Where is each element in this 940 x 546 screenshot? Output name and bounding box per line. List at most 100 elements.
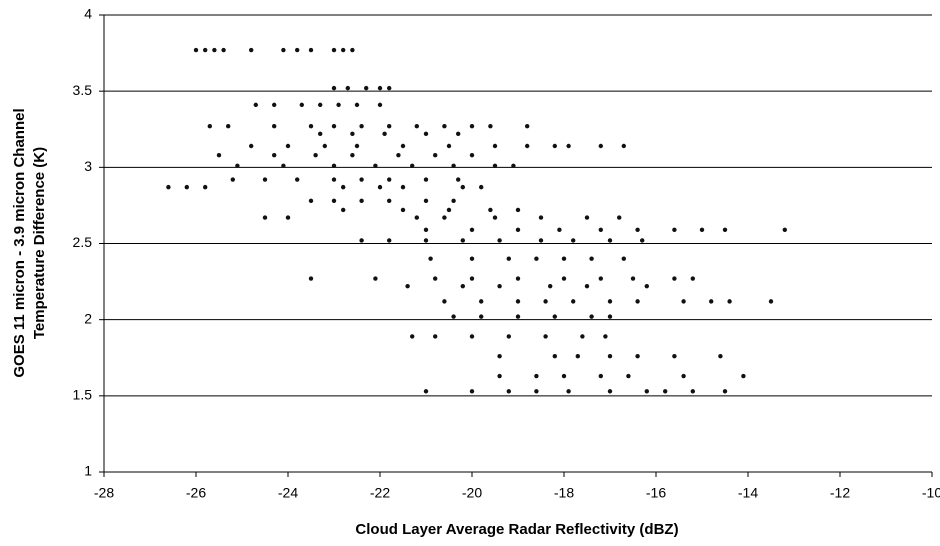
point — [580, 334, 585, 339]
point — [525, 124, 530, 129]
point — [262, 215, 268, 220]
point — [423, 389, 429, 394]
point — [364, 85, 369, 91]
x-tick-label: -16 — [646, 485, 666, 501]
point — [331, 198, 337, 204]
point — [460, 283, 465, 289]
point — [451, 163, 456, 169]
point — [557, 227, 562, 232]
point — [345, 85, 350, 91]
x-axis-label: Cloud Layer Average Radar Reflectivity (… — [355, 521, 678, 538]
point — [566, 143, 571, 149]
point — [681, 299, 686, 304]
point — [410, 163, 415, 169]
point — [479, 314, 484, 319]
point — [672, 276, 677, 281]
y-axis-label: GOES 11 micron - 3.9 micron Channel — [11, 108, 28, 377]
point — [722, 389, 728, 394]
point — [373, 276, 378, 281]
y-tick-label: 1 — [84, 463, 92, 479]
point — [598, 373, 603, 379]
point — [603, 334, 608, 339]
point — [460, 238, 465, 243]
point — [193, 47, 199, 53]
point — [543, 334, 548, 339]
point — [768, 299, 774, 304]
point — [203, 184, 208, 190]
point — [423, 198, 429, 204]
point — [621, 143, 626, 149]
point — [230, 177, 235, 182]
point — [354, 102, 360, 108]
point — [272, 102, 277, 108]
point — [226, 124, 231, 129]
point — [488, 124, 493, 129]
point — [414, 124, 419, 129]
point — [515, 276, 521, 281]
point — [525, 143, 530, 149]
point — [782, 227, 787, 232]
point — [511, 163, 516, 169]
point — [359, 177, 364, 182]
point — [308, 124, 314, 129]
point — [377, 102, 383, 108]
point — [221, 47, 226, 53]
point — [281, 47, 286, 53]
point — [451, 314, 456, 319]
point — [635, 354, 640, 359]
point — [387, 85, 392, 91]
point — [359, 124, 364, 129]
point — [318, 102, 323, 108]
point — [377, 184, 383, 190]
point — [308, 198, 314, 204]
point — [331, 47, 337, 53]
point — [635, 299, 640, 304]
point — [446, 207, 452, 213]
point — [566, 389, 571, 394]
point — [350, 47, 355, 53]
x-tick-label: -26 — [186, 485, 206, 501]
point — [249, 47, 254, 53]
point — [428, 256, 433, 261]
x-tick-label: -24 — [278, 485, 298, 501]
point — [534, 256, 539, 261]
x-tick-label: -28 — [94, 485, 114, 501]
point — [589, 314, 594, 319]
point — [318, 131, 323, 137]
point — [341, 47, 346, 53]
point — [456, 131, 461, 137]
y-tick-label: 3 — [84, 158, 92, 174]
point — [515, 207, 521, 213]
point — [690, 276, 695, 281]
point — [249, 143, 254, 149]
point — [272, 152, 277, 158]
point — [281, 163, 286, 169]
point — [212, 47, 217, 53]
point — [359, 198, 364, 204]
point — [469, 389, 475, 394]
point — [377, 85, 383, 91]
point — [663, 389, 668, 394]
point — [497, 283, 502, 289]
point — [589, 256, 594, 261]
point — [285, 215, 291, 220]
point — [336, 102, 341, 108]
point — [598, 227, 603, 232]
point — [672, 227, 677, 232]
point — [235, 163, 240, 169]
point — [387, 177, 392, 182]
point — [607, 389, 613, 394]
point — [373, 163, 378, 169]
point — [561, 276, 567, 281]
point — [341, 207, 346, 213]
point — [497, 373, 502, 379]
point — [506, 334, 511, 339]
point — [442, 215, 447, 220]
point — [400, 207, 406, 213]
point — [331, 85, 337, 91]
point — [253, 102, 258, 108]
point — [635, 227, 640, 232]
point — [538, 238, 544, 243]
y-tick-label: 2.5 — [73, 234, 93, 250]
point — [382, 131, 387, 137]
